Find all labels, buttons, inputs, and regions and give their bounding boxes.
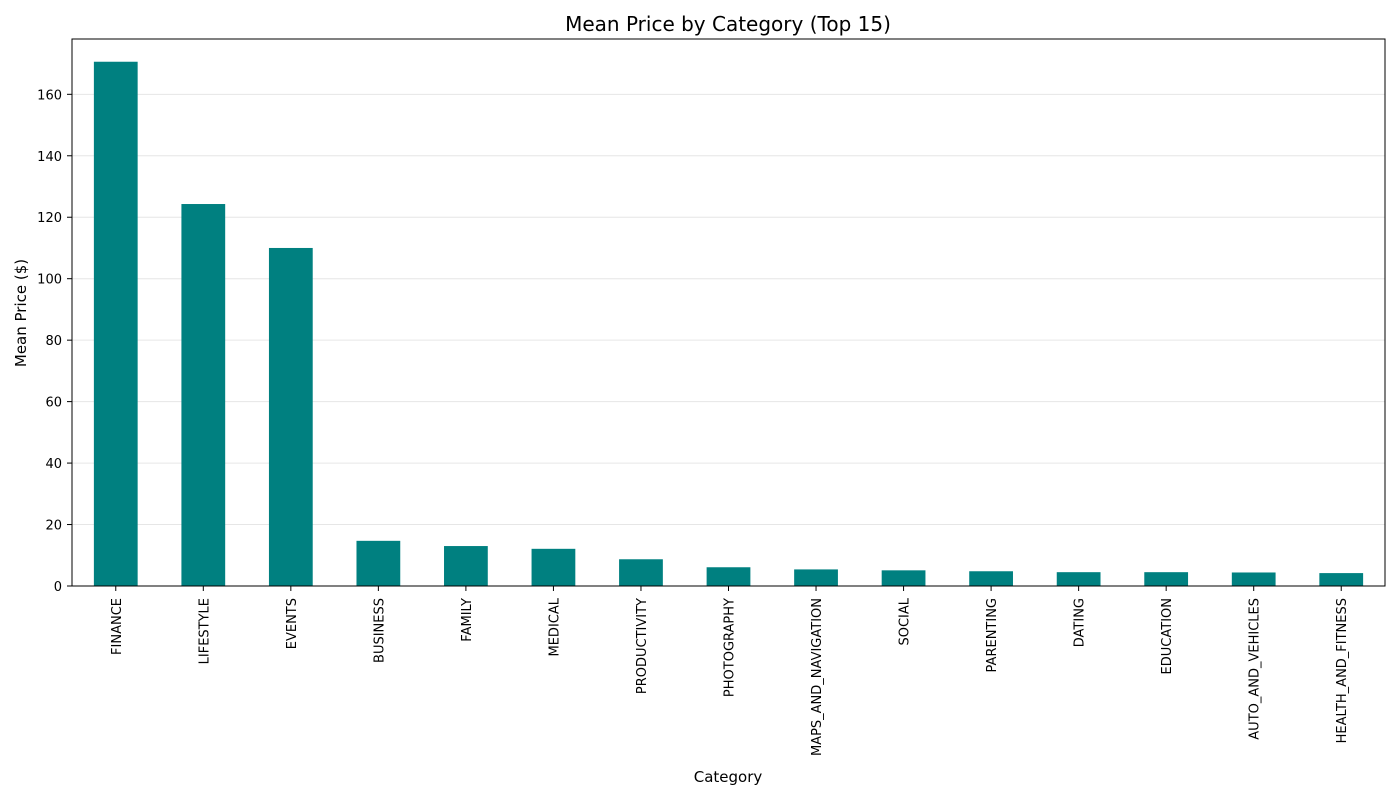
y-tick-label: 40 (45, 457, 62, 472)
bar (1144, 572, 1189, 586)
x-tick-label: EVENTS (285, 598, 300, 649)
bar (531, 548, 576, 586)
bar (1319, 573, 1364, 586)
x-tick-label: HEALTH_AND_FITNESS (1335, 598, 1350, 743)
bars (93, 61, 1364, 586)
bar (93, 61, 138, 586)
bar (444, 546, 488, 586)
bar (181, 204, 226, 586)
bar (356, 540, 401, 586)
x-tick-label: SOCIAL (898, 597, 913, 645)
y-tick-label: 0 (54, 580, 62, 595)
bar (268, 247, 313, 586)
y-tick-label: 160 (37, 88, 62, 103)
bar (1056, 572, 1101, 586)
x-tick-label: BUSINESS (372, 598, 387, 663)
x-tick-label: PHOTOGRAPHY (723, 598, 738, 697)
bar (706, 567, 751, 586)
x-tick-label: EDUCATION (1160, 598, 1175, 674)
x-axis-label: Category (694, 768, 763, 786)
bar (881, 570, 926, 586)
x-axis-ticks: FINANCE LIFESTYLE EVENTS BUSINESS FAMILY MEDI… (110, 586, 1350, 756)
bar (619, 559, 663, 586)
x-tick-label: PARENTING (985, 598, 1000, 672)
y-axis-label: Mean Price ($) (12, 259, 30, 367)
y-axis-ticks: 0 20 40 60 80 100 120 140 160 (37, 88, 72, 595)
bar (969, 571, 1013, 586)
x-tick-label: FINANCE (110, 598, 125, 655)
y-tick-label: 120 (37, 211, 62, 226)
y-tick-label: 80 (45, 334, 62, 349)
y-tick-label: 100 (37, 273, 62, 288)
y-tick-label: 140 (37, 150, 62, 165)
bar (1231, 572, 1276, 586)
x-tick-label: MAPS_AND_NAVIGATION (810, 598, 825, 756)
x-tick-label: PRODUCTIVITY (635, 598, 650, 694)
chart-title: Mean Price by Category (Top 15) (565, 12, 891, 36)
y-tick-label: 20 (45, 519, 62, 534)
x-tick-label: MEDICAL (547, 597, 562, 656)
y-tick-label: 60 (45, 396, 62, 411)
x-tick-label: LIFESTYLE (197, 598, 212, 664)
x-tick-label: FAMILY (460, 598, 475, 642)
bar (794, 569, 838, 586)
x-tick-label: DATING (1073, 598, 1088, 647)
x-tick-label: AUTO_AND_VEHICLES (1248, 598, 1263, 740)
